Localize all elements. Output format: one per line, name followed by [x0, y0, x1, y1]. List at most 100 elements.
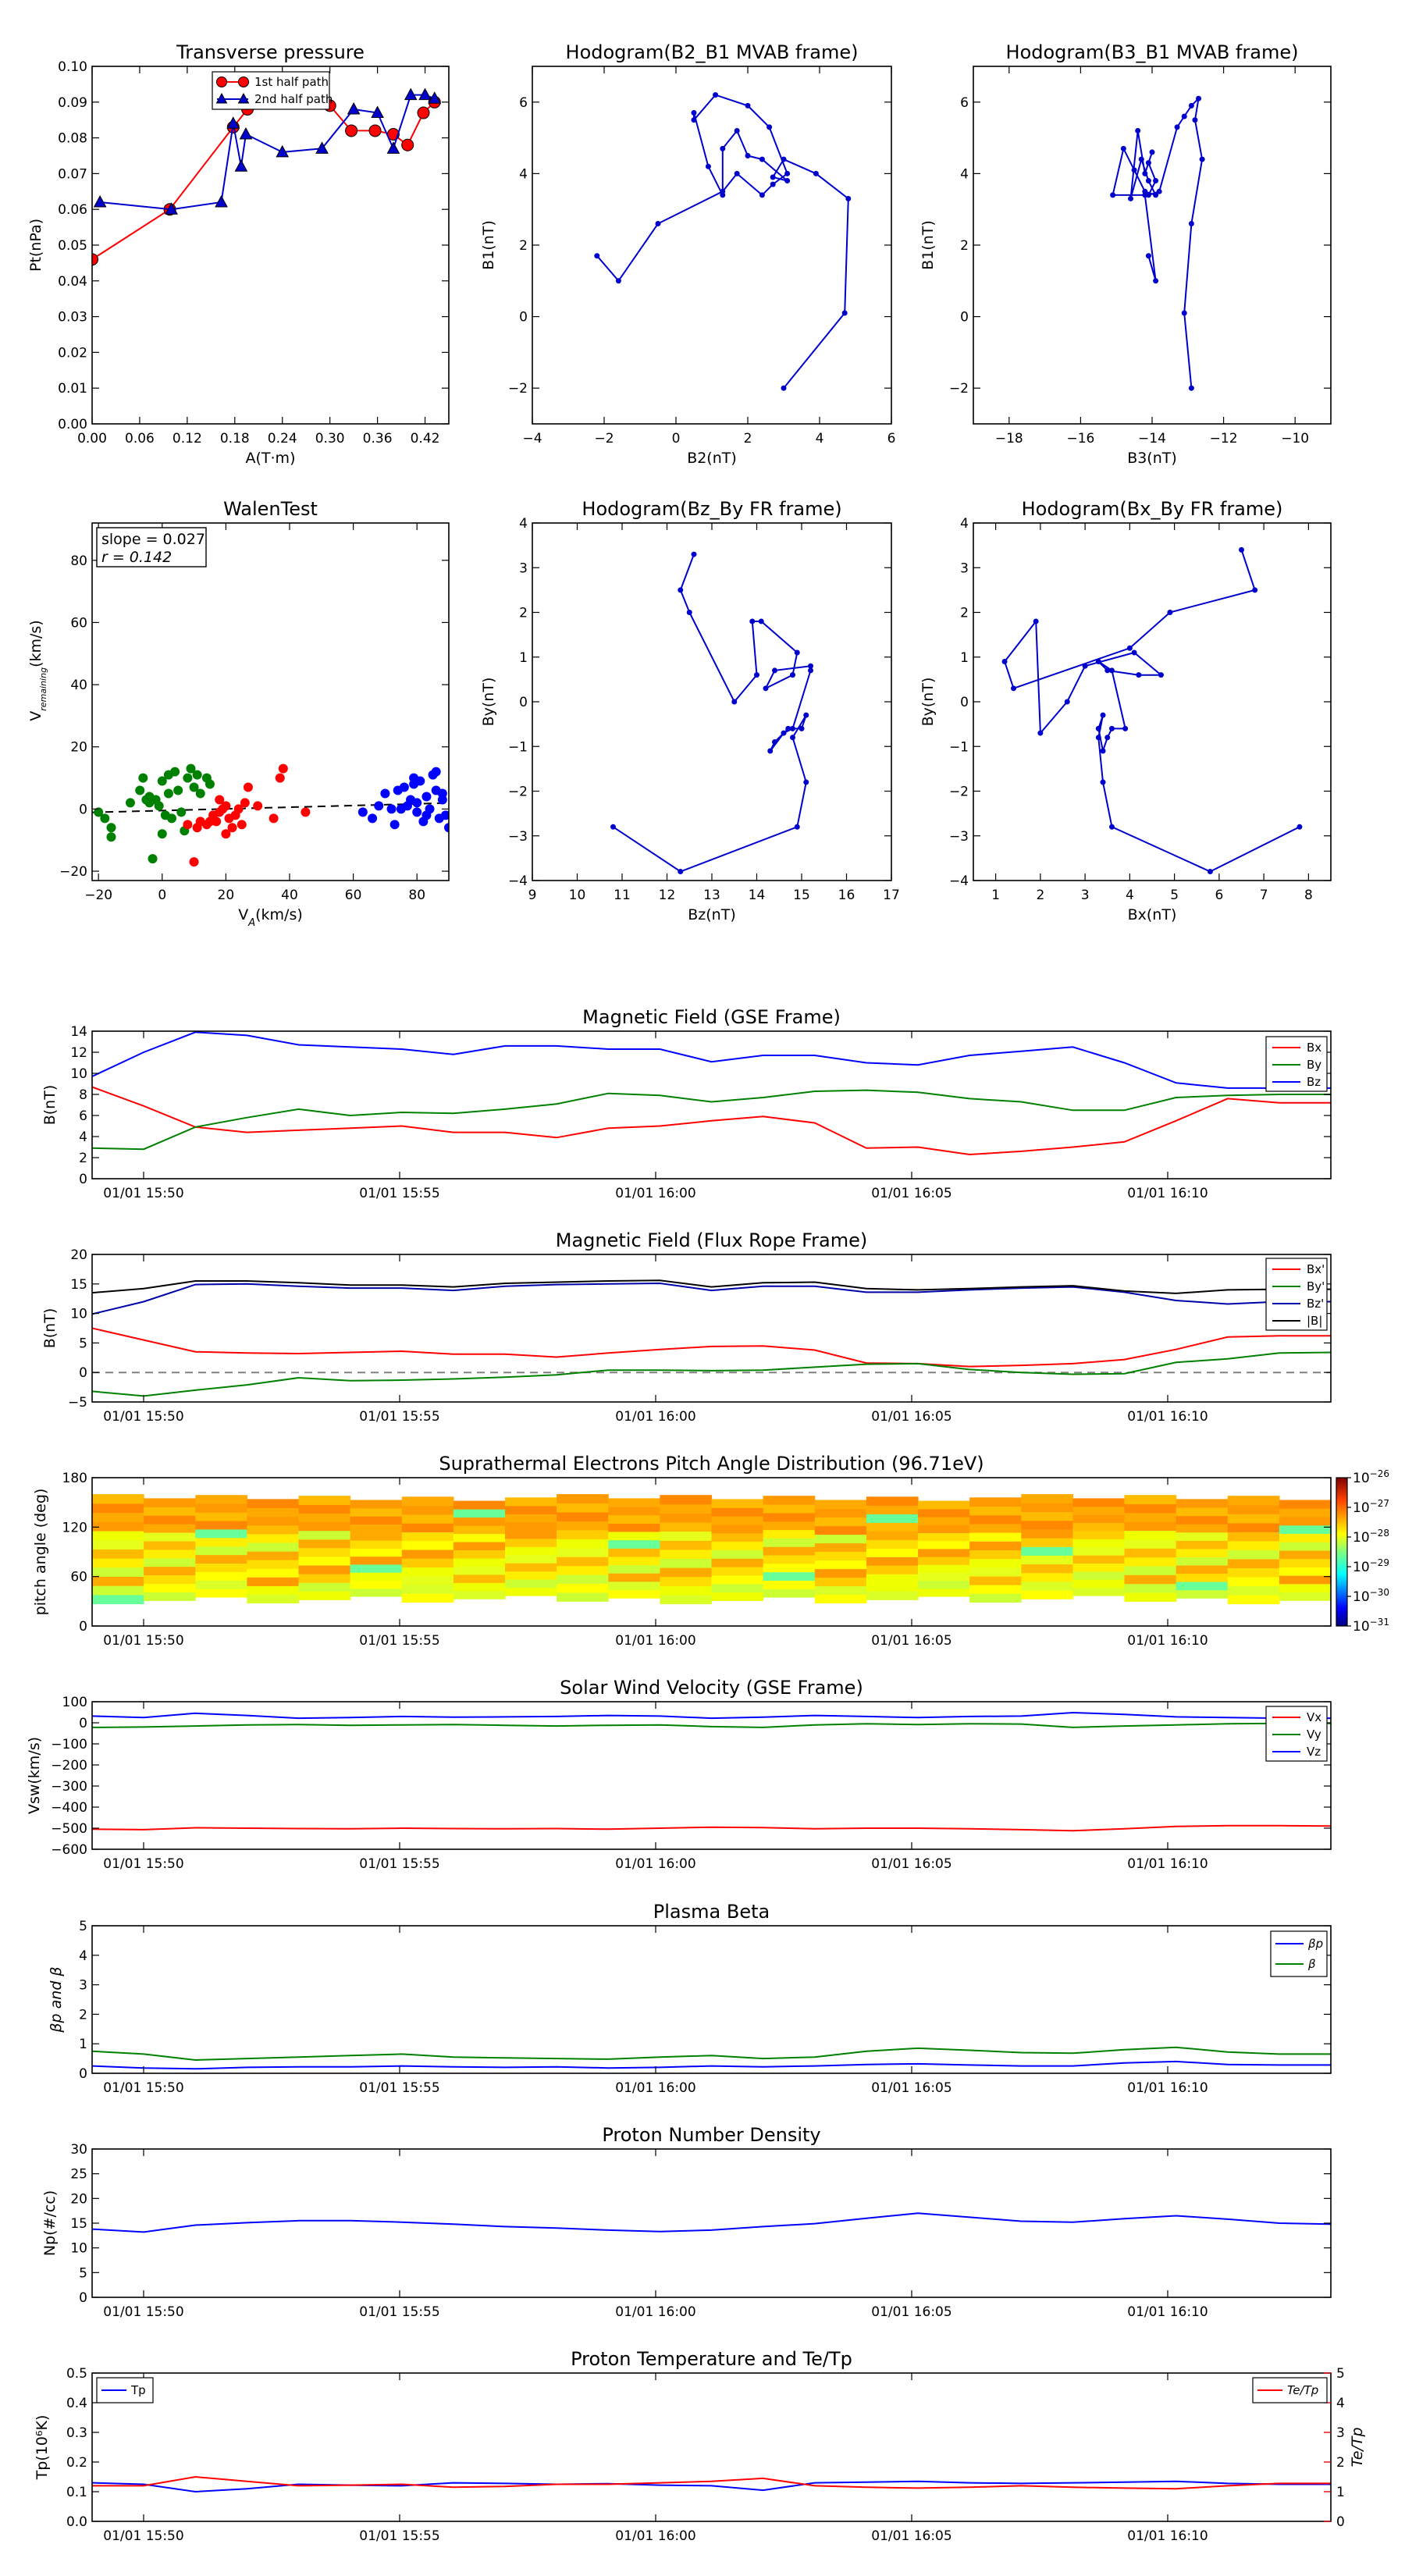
heatmap-cell: [350, 1548, 403, 1557]
plot-title: Hodogram(Bx_By FR frame): [1022, 498, 1283, 520]
x-tick-label: 14: [749, 888, 766, 903]
y-tick-label: −2: [508, 785, 528, 800]
time-tick-label: 01/01 16:05: [871, 2528, 951, 2544]
x-tick-label: 1: [991, 888, 1000, 903]
heatmap-cell: [144, 1524, 196, 1533]
plot-title: WalenTest: [223, 498, 318, 520]
x-tick-label: 0.30: [315, 431, 345, 447]
heatmap-cell: [763, 1512, 816, 1522]
time-tick-label: 01/01 15:55: [359, 1856, 439, 1872]
scatter-point: [176, 807, 187, 817]
heatmap-cell: [1124, 1583, 1177, 1593]
heatmap-cell: [557, 1512, 609, 1521]
data-point: [763, 685, 769, 692]
chart-hodogram-bx-by: Hodogram(Bx_By FR frame) −4 −3 −2 −1 0 1 2 3 4 1 2 3…: [919, 498, 1332, 923]
data-point: [1145, 160, 1151, 166]
y-axis-label: B(nT): [41, 1308, 59, 1349]
legend-right: Te/Tp: [1252, 2377, 1328, 2403]
data-point: [1142, 192, 1148, 198]
heatmap-cell: [557, 1574, 609, 1584]
x-tick-label: 5: [1170, 888, 1179, 903]
x-tick-label: −14: [1138, 431, 1166, 447]
heatmap-cell: [660, 1503, 713, 1514]
scatter-point: [275, 773, 285, 783]
data-point: [1239, 546, 1244, 553]
legend-label: By': [1307, 1279, 1325, 1293]
data-point: [1158, 672, 1164, 678]
heatmap-cell: [1124, 1521, 1177, 1532]
data-point: [1064, 699, 1070, 705]
x-tick-label: 0.00: [77, 431, 107, 447]
y-tick-label: 5: [79, 1336, 87, 1351]
scatter-point: [357, 807, 368, 817]
heatmap-cell: [350, 1532, 403, 1541]
x-tick-label: 0.24: [268, 431, 297, 447]
plot-frame: [91, 522, 450, 881]
scatter-point: [192, 770, 202, 780]
heatmap-cell: [918, 1500, 970, 1510]
colorbar-tick-exponent: −26: [1370, 1468, 1389, 1479]
heatmap-cell: [1072, 1498, 1126, 1507]
data-point: [745, 102, 751, 109]
heatmap-cell: [144, 1498, 196, 1507]
scatter-point: [163, 788, 173, 799]
scatter-point: [380, 788, 390, 799]
heatmap-cell: [918, 1532, 970, 1542]
y-axis-label-main: V: [27, 711, 44, 721]
data-point: [686, 610, 692, 615]
scatter-point: [233, 804, 244, 814]
legend: Vx Vy Vz: [1265, 1706, 1328, 1762]
scatter-point: [301, 807, 311, 817]
data-point: [1104, 735, 1111, 741]
heatmap-cell: [557, 1521, 609, 1531]
heatmap-cell: [969, 1550, 1022, 1560]
heatmap-cell: [1021, 1538, 1073, 1547]
heatmap-cell: [195, 1520, 247, 1530]
heatmap-cell: [350, 1524, 403, 1533]
x-tick-label: 0: [672, 431, 681, 447]
heatmap-cell: [1072, 1539, 1126, 1548]
y-tick-label: 15: [70, 1277, 87, 1293]
data-point: [734, 127, 740, 133]
plot-title: Transverse pressure: [176, 41, 365, 63]
heatmap-cell: [1227, 1567, 1280, 1578]
heatmap-cell: [1124, 1539, 1177, 1549]
x-tick-label: 60: [345, 888, 362, 903]
heatmap-cell: [557, 1547, 609, 1557]
data-point: [1145, 253, 1151, 259]
heatmap-cell: [969, 1593, 1022, 1603]
time-tick-label: 01/01 15:50: [103, 1856, 183, 1872]
heatmap-cell: [247, 1525, 300, 1535]
heatmap-cell: [763, 1546, 816, 1556]
heatmap-cell: [1072, 1530, 1126, 1539]
scatter-point: [221, 801, 231, 811]
heatmap-cell: [608, 1539, 660, 1549]
x-axis-label-sub: A: [247, 917, 255, 929]
data-point: [799, 725, 805, 731]
heatmap-cell: [969, 1567, 1022, 1577]
heatmap-cell: [505, 1521, 557, 1531]
heatmap-cell: [969, 1497, 1022, 1507]
heatmap-cell: [298, 1556, 351, 1566]
chart-proton-temperature: 0.0 0.1 0.2 0.3 0.4 0.5 01/01 15:50 01/01 15:55…: [34, 2366, 1366, 2544]
heatmap-cell: [711, 1541, 764, 1550]
heatmap-cell: [1124, 1530, 1177, 1540]
y-tick-label: −3: [508, 829, 528, 845]
heatmap-cell: [1176, 1540, 1229, 1550]
scatter-point: [94, 807, 104, 817]
heatmap-cell: [1279, 1575, 1332, 1585]
series-line-Vy: [92, 1722, 1331, 1728]
fit-line: [92, 802, 449, 813]
data-point: [418, 87, 432, 101]
data-point: [790, 725, 795, 731]
x-tick-label: 0.18: [220, 431, 250, 447]
heatmap-cell: [247, 1533, 300, 1543]
heatmap-cell: [1124, 1548, 1177, 1558]
heatmap-cell: [298, 1513, 351, 1523]
scatter-point: [141, 795, 151, 805]
chart-proton-temperature-title: Proton Temperature and Te/Tp: [571, 2348, 852, 2370]
heatmap-cell: [401, 1549, 454, 1559]
y-axis-label: By(nT): [919, 678, 937, 727]
series-line-βp: [92, 2060, 1331, 2070]
data-point: [678, 587, 684, 593]
